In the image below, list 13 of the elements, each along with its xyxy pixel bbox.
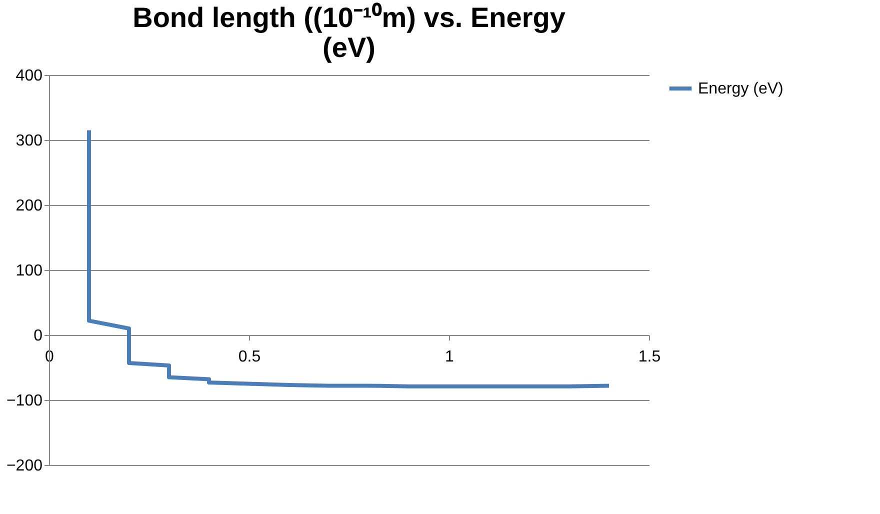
- chart-title: Bond length ((10⁻¹⁰m) vs. Energy (eV): [132, 2, 566, 63]
- x-tick-label: 1.5: [638, 348, 661, 366]
- legend-label: Energy (eV): [698, 80, 784, 98]
- y-tick-label: −200: [6, 458, 43, 474]
- y-tick-label: −100: [6, 392, 43, 410]
- y-tick-label: 400: [16, 68, 43, 84]
- x-tick-label: 0.5: [238, 348, 261, 366]
- y-tick-label: 100: [16, 262, 43, 280]
- y-tick-label: 0: [34, 328, 43, 344]
- y-tick-label: 200: [16, 198, 43, 214]
- y-tick-label: 300: [16, 132, 43, 150]
- line-series: [87, 128, 611, 388]
- x-tick-label: 1: [445, 348, 454, 366]
